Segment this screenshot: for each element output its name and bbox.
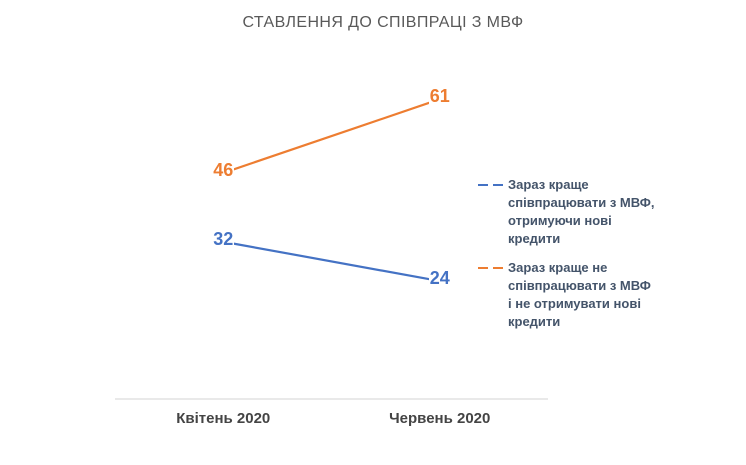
series-line-0 <box>223 240 440 283</box>
legend-item-cooperate: Зараз краще співпрацювати з МВФ, отримую… <box>478 176 678 248</box>
legend-item-not-cooperate: Зараз краще не співпрацювати з МВФ і не … <box>478 259 678 331</box>
legend-label-line: кредити <box>508 314 561 329</box>
legend-label: Зараз краще співпрацювати з МВФ, отримую… <box>508 176 660 248</box>
series-line-1 <box>222 98 441 174</box>
legend-dash-icon <box>478 176 508 248</box>
legend-label-line: співпрацювати з МВФ, <box>508 195 655 210</box>
legend-dash-segment <box>493 184 503 186</box>
chart-title: СТАВЛЕННЯ ДО СПІВПРАЦІ З МВФ <box>242 14 524 31</box>
legend-label-line: і не отримувати нові <box>508 296 641 311</box>
legend-label: Зараз краще не співпрацювати з МВФ і не … <box>508 259 660 331</box>
legend-label-line: отримуючи нові <box>508 213 612 228</box>
legend-label-line: кредити <box>508 231 561 246</box>
x-tick-label-june: Червень 2020 <box>389 410 491 427</box>
data-label: 61 <box>428 86 451 107</box>
legend-dash-segment <box>478 267 488 269</box>
legend: Зараз краще співпрацювати з МВФ, отримую… <box>478 176 678 342</box>
legend-label-line: Зараз краще не <box>508 260 608 275</box>
legend-dash-segment <box>478 184 488 186</box>
data-label: 32 <box>212 228 235 249</box>
x-tick-label-april: Квітень 2020 <box>176 410 271 427</box>
legend-dash-segment <box>493 267 503 269</box>
data-label: 46 <box>212 159 235 180</box>
legend-dash-icon <box>478 259 508 331</box>
legend-label-line: співпрацювати з МВФ <box>508 278 651 293</box>
legend-label-line: Зараз краще <box>508 177 589 192</box>
data-label: 24 <box>428 268 451 289</box>
